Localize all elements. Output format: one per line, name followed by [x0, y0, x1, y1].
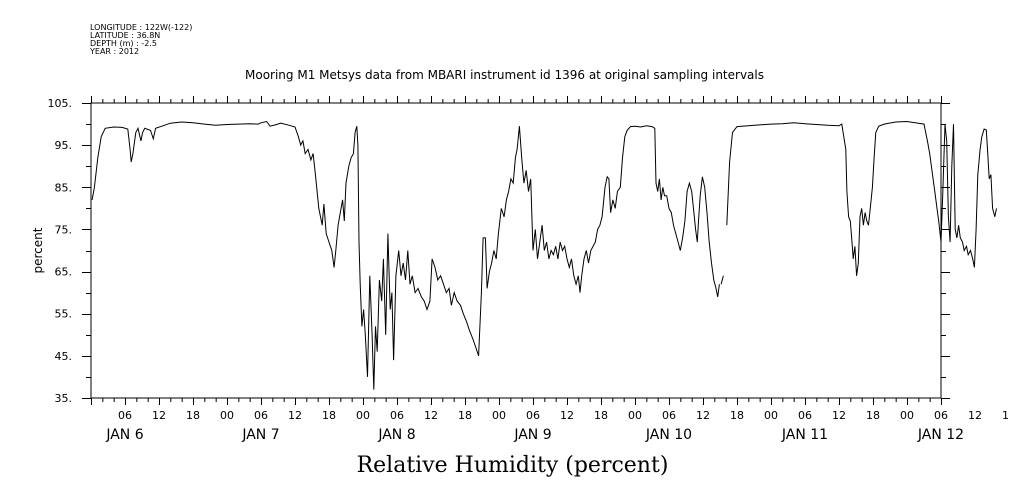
x-tick-label: 00 — [492, 409, 506, 422]
x-tick-label: 18 — [730, 409, 744, 422]
x-tick-label: 18 — [186, 409, 200, 422]
x-tick-label: 18 — [458, 409, 472, 422]
x-tick-label: 00 — [764, 409, 778, 422]
x-day-label: JAN 8 — [377, 427, 415, 443]
x-tick-label: 00 — [220, 409, 234, 422]
y-tick-label: 45. — [55, 350, 73, 363]
x-tick-label: 12 — [696, 409, 710, 422]
x-day-label: JAN 10 — [645, 427, 692, 443]
y-tick-label: 95. — [55, 139, 73, 152]
x-day-label: JAN 6 — [105, 427, 143, 443]
x-tick-label: 06 — [934, 409, 948, 422]
x-tick-label: 12 — [424, 409, 438, 422]
series-line — [726, 120, 997, 276]
plot-frame — [90, 102, 942, 399]
meta-longitude: LONGITUDE : 122W(-122) — [90, 23, 193, 32]
x-tick-label: 18 — [594, 409, 608, 422]
x-tick-label: 06 — [118, 409, 132, 422]
y-tick-label: 75. — [55, 223, 73, 236]
x-day-label: JAN 11 — [781, 427, 828, 443]
x-tick-label: 18 — [1002, 409, 1009, 422]
meta-latitude: LATITUDE : 36.8N — [90, 31, 161, 40]
x-tick-label: 18 — [322, 409, 336, 422]
meta-depth: DEPTH (m) : -2.5 — [90, 39, 157, 48]
x-tick-label: 12 — [152, 409, 166, 422]
x-tick-label: 12 — [288, 409, 302, 422]
y-tick-label: 55. — [55, 308, 73, 321]
series-line — [720, 275, 724, 285]
x-tick-label: 00 — [628, 409, 642, 422]
x-tick-label: 06 — [662, 409, 676, 422]
y-tick-label: 65. — [55, 266, 73, 279]
x-tick-label: 12 — [832, 409, 846, 422]
x-day-label: JAN 9 — [513, 427, 551, 443]
x-tick-label: 12 — [968, 409, 982, 422]
x-tick-label: 00 — [900, 409, 914, 422]
y-tick-label: 105. — [48, 97, 73, 110]
x-tick-label: 06 — [390, 409, 404, 422]
x-tick-label: 06 — [254, 409, 268, 422]
x-day-label: JAN 12 — [917, 427, 964, 443]
x-axis-label: Relative Humidity (percent) — [356, 453, 669, 478]
chart-title: Mooring M1 Metsys data from MBARI instru… — [245, 68, 764, 82]
meta-year: YEAR : 2012 — [90, 47, 140, 56]
series-line — [91, 120, 720, 390]
x-day-label: JAN 7 — [241, 427, 279, 443]
x-tick-label: 06 — [526, 409, 540, 422]
x-tick-label: 12 — [560, 409, 574, 422]
x-tick-label: 18 — [866, 409, 880, 422]
y-tick-label: 35. — [55, 392, 73, 405]
x-tick-label: 00 — [356, 409, 370, 422]
x-tick-label: 06 — [798, 409, 812, 422]
y-tick-label: 85. — [55, 181, 73, 194]
y-axis-label: percent — [31, 227, 45, 273]
